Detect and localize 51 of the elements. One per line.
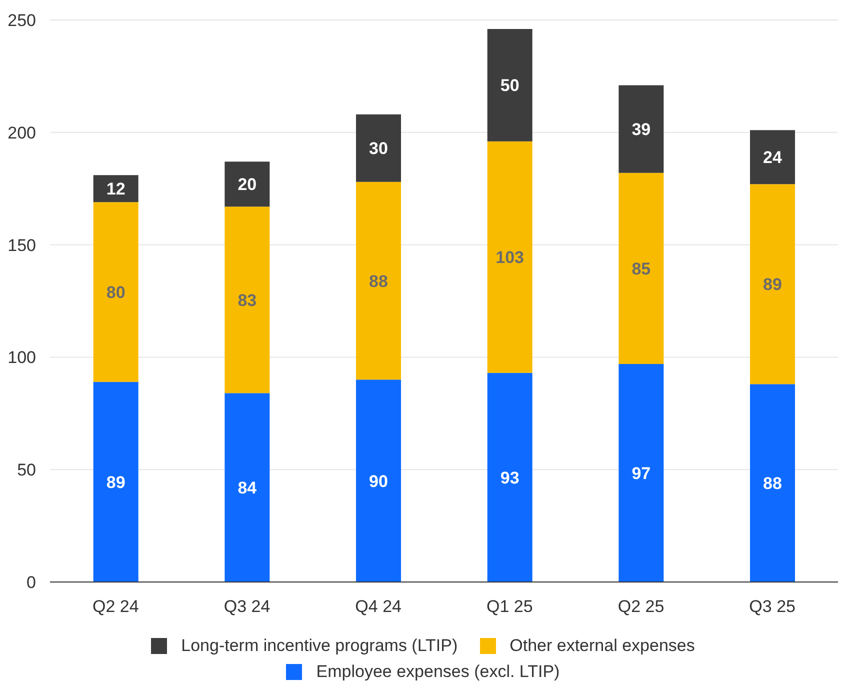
legend-label: Long-term incentive programs (LTIP) <box>180 636 458 656</box>
bar <box>224 393 270 582</box>
bar <box>487 141 532 373</box>
x-tick-label: Q4 24 <box>355 597 402 616</box>
bar <box>487 28 532 142</box>
bar <box>487 372 532 582</box>
data-label: 88 <box>763 474 782 494</box>
y-tick-label: 200 <box>8 123 36 142</box>
bar <box>618 364 664 582</box>
y-tick-label: 50 <box>17 460 36 480</box>
bar <box>356 182 402 380</box>
data-label: 30 <box>369 139 388 158</box>
data-label: 12 <box>106 180 126 199</box>
bar <box>224 162 270 207</box>
x-tick-label: Q1 25 <box>486 597 533 616</box>
bar <box>618 85 664 173</box>
data-label: 84 <box>238 478 258 498</box>
data-label: 50 <box>500 76 520 96</box>
data-label: 93 <box>500 468 520 488</box>
bar <box>93 175 138 202</box>
legend-label: Employee expenses (excl. LTIP) <box>315 662 560 682</box>
data-label: 90 <box>369 472 388 491</box>
data-label: 39 <box>632 120 651 140</box>
bar <box>93 382 138 582</box>
data-label: 88 <box>369 272 388 291</box>
data-label: 89 <box>763 275 782 294</box>
y-tick-label: 250 <box>8 11 36 30</box>
y-tick-label: 100 <box>8 348 36 368</box>
x-tick-label: Q2 25 <box>618 597 664 616</box>
data-label: 20 <box>238 175 257 194</box>
data-label: 80 <box>106 283 126 302</box>
bar <box>618 172 664 364</box>
data-label: 24 <box>763 148 782 168</box>
bar <box>224 206 270 394</box>
data-label: 85 <box>632 259 651 278</box>
x-tick-label: Q3 25 <box>749 597 796 616</box>
data-label: 103 <box>496 248 524 268</box>
y-tick-label: 150 <box>8 236 36 255</box>
data-label: 89 <box>106 473 126 492</box>
y-tick-label: 0 <box>26 573 36 592</box>
x-tick-label: Q3 24 <box>224 597 270 616</box>
bar <box>750 130 796 184</box>
bar <box>750 384 796 582</box>
x-tick-label: Q2 24 <box>92 597 139 616</box>
legend-label: Other external expenses <box>508 636 695 656</box>
data-label: 97 <box>632 464 651 484</box>
bar <box>356 380 402 582</box>
bar <box>356 114 402 182</box>
data-label: 83 <box>238 290 257 310</box>
bar <box>93 202 138 382</box>
bar <box>750 184 796 384</box>
